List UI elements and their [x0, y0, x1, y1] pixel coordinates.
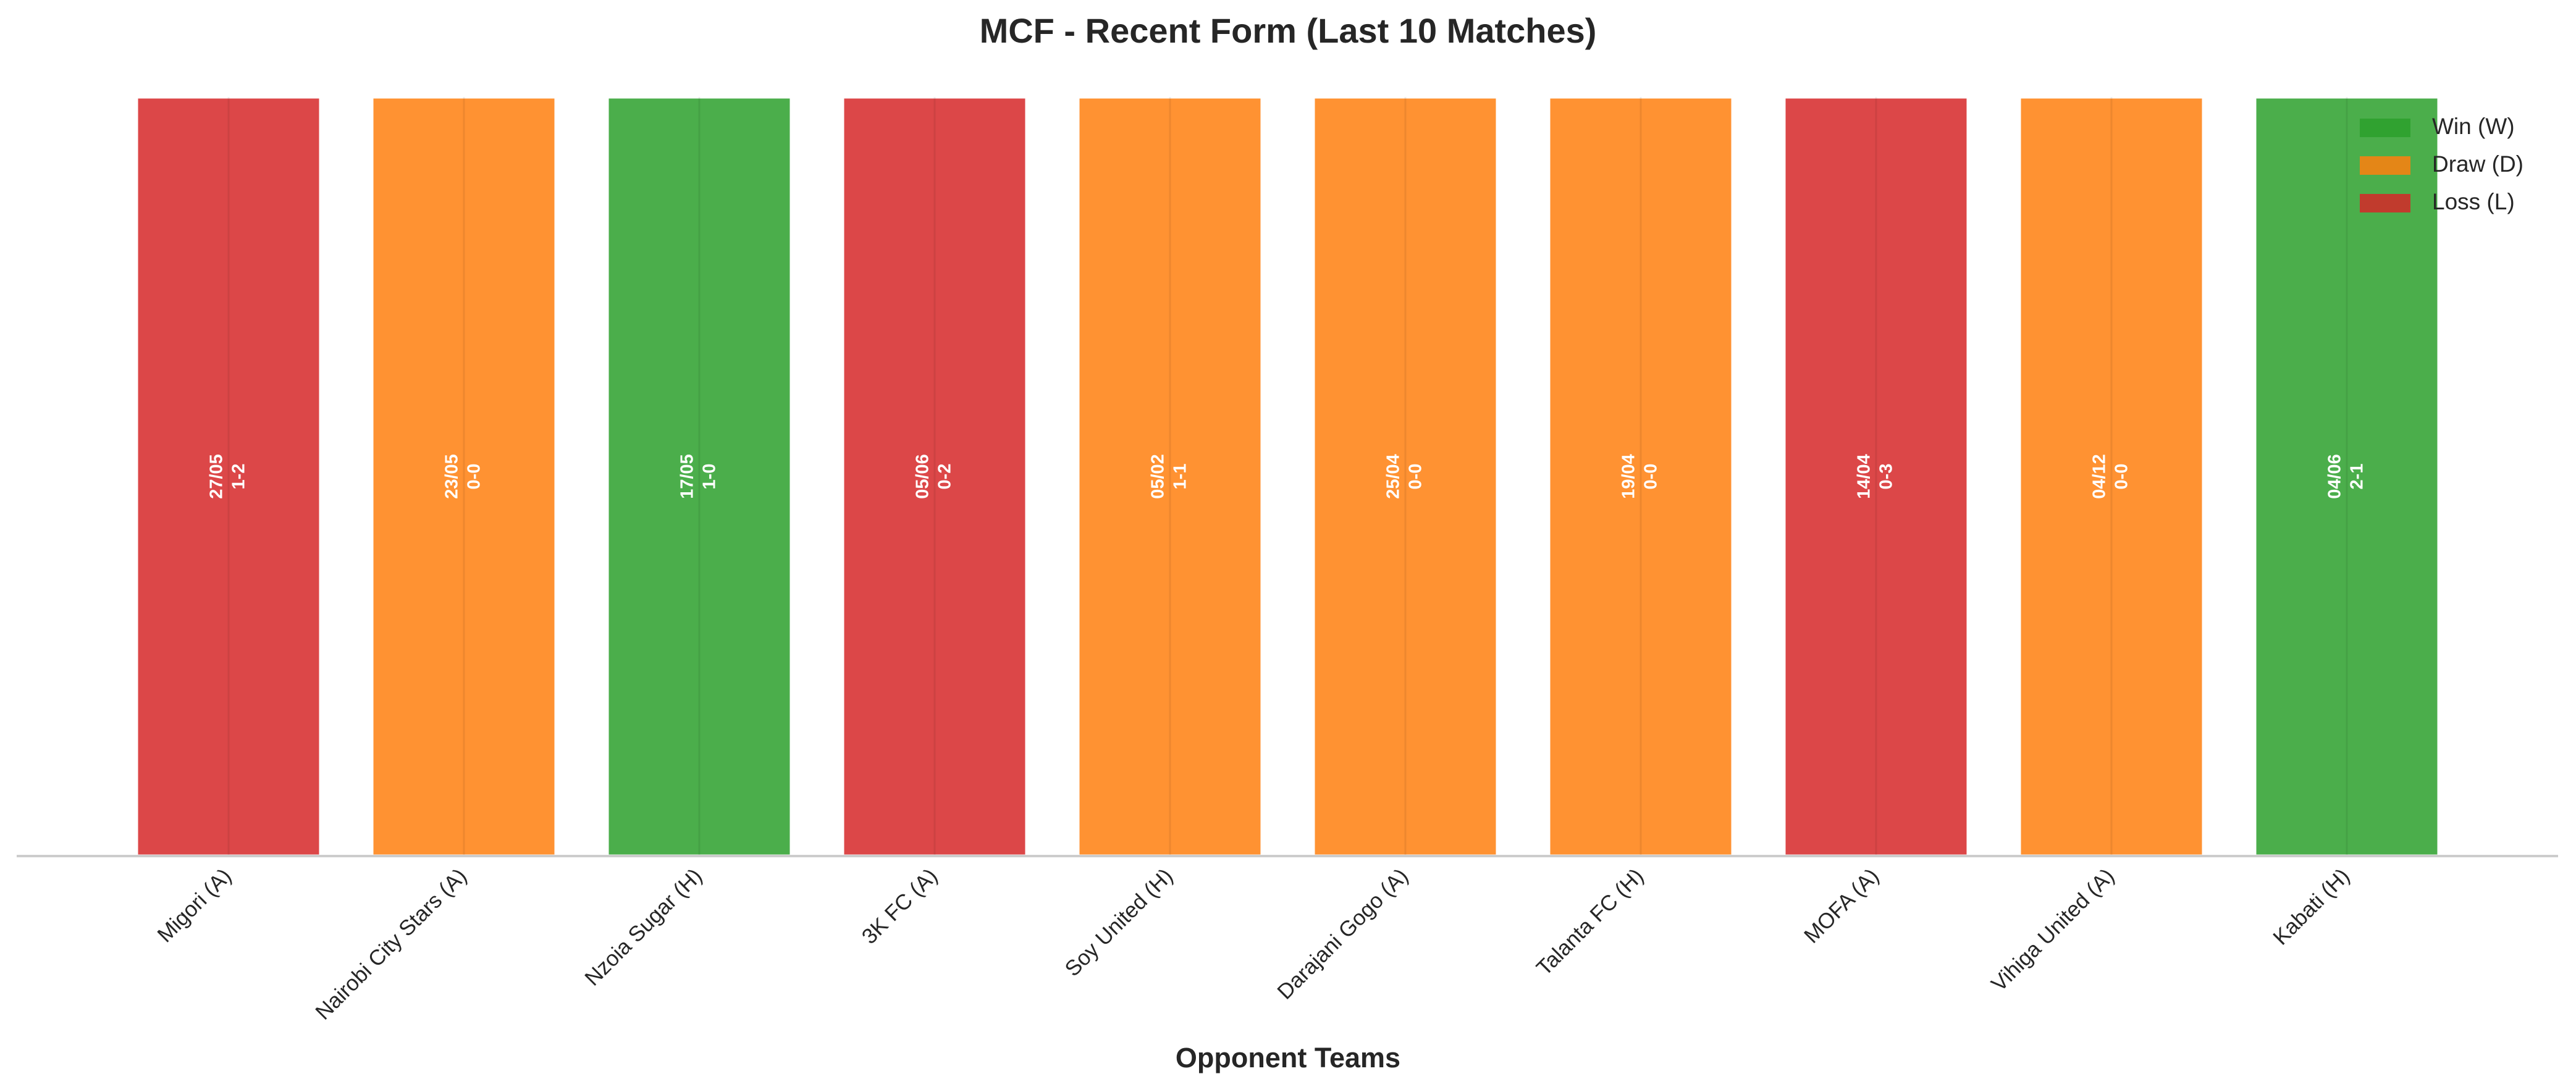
- date-label: 25/04: [1384, 454, 1404, 499]
- x-axis-label: Opponent Teams: [1176, 1042, 1400, 1073]
- bar: [1076, 95, 1264, 858]
- legend-label: Draw (D): [2432, 151, 2523, 177]
- date-label: 04/06: [2325, 454, 2345, 499]
- date-label: 04/12: [2090, 454, 2110, 499]
- score-label: 0-0: [1641, 464, 1661, 490]
- chart-title: MCF - Recent Form (Last 10 Matches): [980, 11, 1597, 50]
- bar: [135, 95, 322, 858]
- score-label: 0-0: [465, 464, 484, 490]
- legend-swatch: [2360, 119, 2410, 137]
- score-label: 0-0: [1406, 464, 1426, 490]
- bar: [1782, 95, 1970, 858]
- date-label: 27/05: [207, 454, 227, 499]
- date-label: 05/02: [1148, 454, 1168, 499]
- date-label: 19/04: [1619, 454, 1639, 499]
- bar: [370, 95, 558, 858]
- score-label: 1-1: [1171, 464, 1190, 490]
- score-label: 1-2: [229, 464, 249, 490]
- score-label: 0-0: [2112, 464, 2132, 490]
- score-label: 1-0: [700, 464, 720, 490]
- legend-label: Win (W): [2432, 114, 2515, 139]
- score-label: 0-2: [935, 464, 955, 490]
- bar: [2253, 95, 2441, 858]
- score-label: 2-1: [2347, 464, 2367, 490]
- bar: [841, 95, 1029, 858]
- date-label: 17/05: [678, 454, 697, 499]
- legend-label: Loss (L): [2432, 189, 2515, 214]
- date-label: 14/04: [1854, 454, 1874, 499]
- score-label: 0-3: [1877, 464, 1896, 490]
- date-label: 05/06: [913, 454, 933, 499]
- date-label: 23/05: [442, 454, 462, 499]
- legend-swatch: [2360, 156, 2410, 175]
- legend-swatch: [2360, 194, 2410, 212]
- bar: [605, 95, 793, 858]
- bar: [2018, 95, 2205, 858]
